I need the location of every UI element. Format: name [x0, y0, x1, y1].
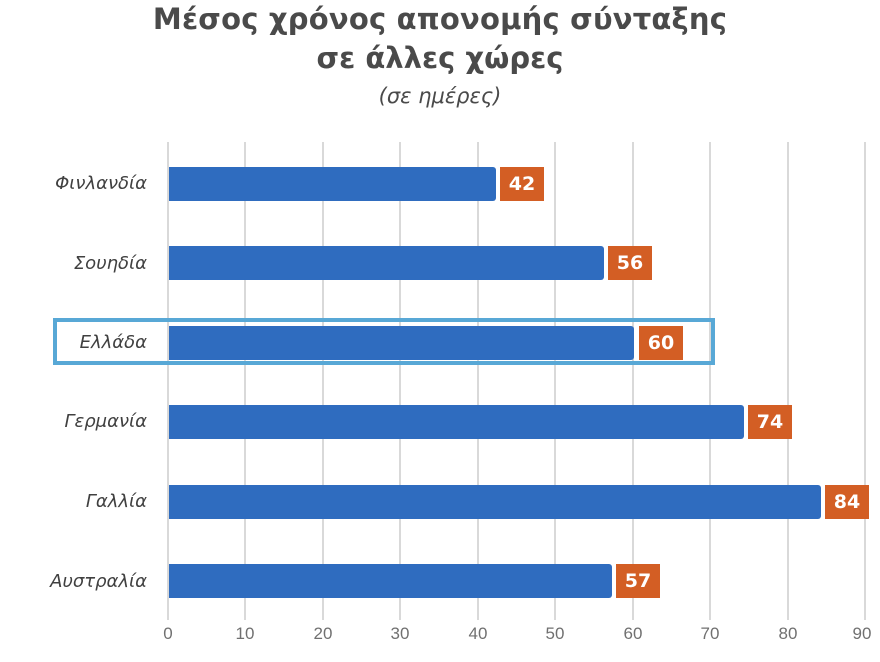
gridline-20 — [322, 142, 324, 620]
gridline-40 — [477, 142, 479, 620]
chart-subtitle: (σε ημέρες) — [378, 84, 502, 108]
highlight-box-greece — [53, 318, 715, 365]
value-label: 60 — [639, 326, 683, 360]
gridline-50 — [554, 142, 556, 620]
value-label: 57 — [616, 564, 660, 598]
gridline-30 — [399, 142, 401, 620]
bar-germany — [169, 405, 744, 439]
bar-greece — [169, 326, 634, 360]
x-tick: 50 — [545, 624, 565, 643]
bar-finland — [169, 167, 496, 201]
value-label: 42 — [500, 167, 544, 201]
gridline-90 — [864, 142, 866, 620]
category-label: Ελλάδα — [79, 332, 147, 353]
x-tick: 0 — [163, 624, 173, 643]
x-tick: 30 — [390, 624, 410, 643]
x-tick: 10 — [235, 624, 255, 643]
bar-sweden — [169, 246, 604, 280]
gridline-60 — [632, 142, 634, 620]
value-label: 56 — [608, 246, 652, 280]
chart-title-line-1: Μέσος χρόνος απονομής σύνταξης — [152, 2, 728, 36]
x-tick: 80 — [778, 624, 798, 643]
category-label: Φινλανδία — [55, 173, 147, 194]
category-label: Γερμανία — [64, 411, 147, 432]
x-tick: 90 — [852, 624, 872, 643]
bar-australia — [169, 564, 612, 598]
x-tick: 20 — [313, 624, 333, 643]
x-tick: 70 — [700, 624, 720, 643]
chart-title-line-2: σε άλλες χώρες — [316, 41, 564, 75]
gridline-80 — [787, 142, 789, 620]
x-tick: 60 — [623, 624, 643, 643]
gridline-70 — [709, 142, 711, 620]
x-tick: 40 — [468, 624, 488, 643]
value-label: 84 — [825, 485, 869, 519]
value-label: 74 — [748, 405, 792, 439]
category-label: Αυστραλία — [50, 571, 147, 592]
category-label: Σουηδία — [73, 253, 147, 274]
gridline-10 — [244, 142, 246, 620]
category-label: Γαλλία — [85, 491, 147, 512]
gridline-0 — [167, 142, 169, 620]
bar-france — [169, 485, 821, 519]
